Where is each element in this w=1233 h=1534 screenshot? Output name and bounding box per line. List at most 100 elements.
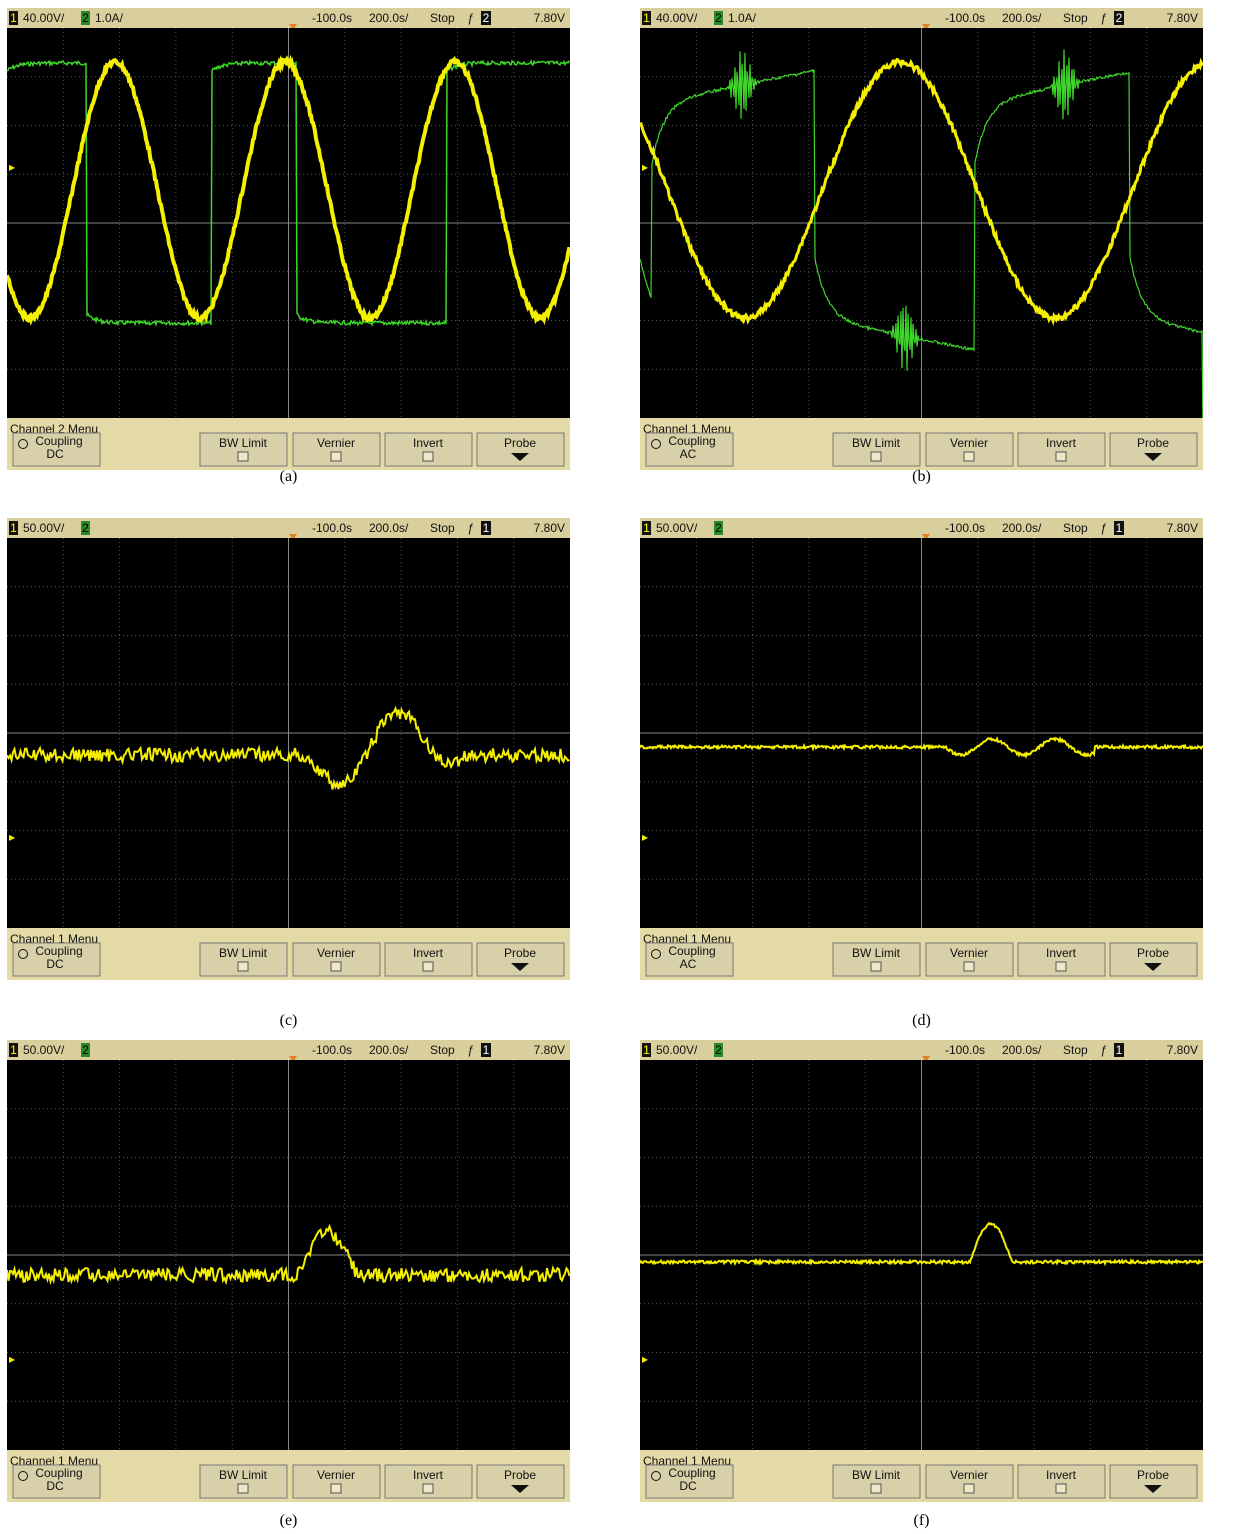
timebase: 200.0s/ [1002,521,1042,535]
softkey-label: Invert [1046,436,1077,450]
softkey-label: Invert [413,436,444,450]
ground-marker: ▸ [9,1352,15,1366]
ground-marker: ▸ [642,830,648,844]
trigger-level: 7.80V [1167,521,1198,535]
softkey-label: BW Limit [852,436,901,450]
softkey-label: Invert [1046,946,1077,960]
checkbox [423,452,433,461]
ch1-scale: 50.00V/ [656,521,698,535]
ground-marker: ▸ [642,1352,648,1366]
softkey-label: Coupling [668,944,715,958]
softkey-label: Vernier [950,946,988,960]
checkbox [1056,962,1066,971]
softkey-label: Vernier [317,1468,355,1482]
trigger-delay: -100.0s [312,1043,352,1057]
softkey-label: Probe [1137,436,1169,450]
softkey-label: Probe [1137,946,1169,960]
scope-screen: 150.00V/2-100.0s200.0s/Stopƒ17.80V▸Chann… [640,518,1203,980]
softkey-value: DC [46,1479,64,1493]
ch2-number: 2 [82,11,89,25]
timebase: 200.0s/ [1002,11,1042,25]
timebase: 200.0s/ [1002,1043,1042,1057]
ground-marker: ▸ [642,160,648,174]
scope-screenshot: 140.00V/21.0A/-100.0s200.0s/Stopƒ27.80V▸… [640,8,1203,470]
ch1-scale: 50.00V/ [23,521,65,535]
run-state: Stop [1063,521,1088,535]
trigger-level: 7.80V [534,1043,565,1057]
softkey-label: Vernier [950,1468,988,1482]
softkey-value: DC [46,957,64,971]
softkey-label: BW Limit [219,436,268,450]
softkey-label: Coupling [35,434,82,448]
scope-screenshot: 140.00V/21.0A/-100.0s200.0s/Stopƒ27.80V▸… [7,8,570,470]
softkey-label: BW Limit [852,1468,901,1482]
checkbox [238,452,248,461]
checkbox [423,962,433,971]
ch2-number: 2 [82,521,89,535]
trigger-level: 7.80V [1167,11,1198,25]
panel-caption: (f) [640,1512,1203,1530]
ch1-number: 1 [10,521,17,535]
checkbox [964,452,974,461]
trigger-slope: ƒ [1100,1043,1107,1057]
ch2-number: 2 [715,11,722,25]
trigger-channel: 2 [483,11,490,25]
ch2-number: 2 [715,521,722,535]
trigger-slope: ƒ [467,1043,474,1057]
run-state: Stop [430,11,455,25]
checkbox [1056,452,1066,461]
softkey-label: Invert [1046,1468,1077,1482]
trigger-channel: 1 [1116,1043,1123,1057]
softkey-label: Probe [504,946,536,960]
checkbox [871,962,881,971]
panel-caption: (d) [640,1012,1203,1030]
ch2-number: 2 [715,1043,722,1057]
ch1-scale: 50.00V/ [23,1043,65,1057]
trigger-slope: ƒ [1100,11,1107,25]
timebase: 200.0s/ [369,11,409,25]
trigger-level: 7.80V [1167,1043,1198,1057]
trigger-delay: -100.0s [945,521,985,535]
trigger-level: 7.80V [534,521,565,535]
checkbox [964,962,974,971]
trigger-channel: 1 [483,521,490,535]
trigger-delay: -100.0s [945,1043,985,1057]
timebase: 200.0s/ [369,521,409,535]
softkey-value: AC [680,447,697,461]
run-state: Stop [430,521,455,535]
checkbox [871,1484,881,1493]
ch1-number: 1 [643,521,650,535]
softkey-label: Vernier [317,436,355,450]
softkey-label: Invert [413,1468,444,1482]
panel-caption: (b) [640,468,1203,486]
ground-marker: ▸ [9,160,15,174]
softkey-value: AC [680,957,697,971]
panel-caption: (e) [7,1512,570,1530]
trigger-delay: -100.0s [945,11,985,25]
run-state: Stop [1063,11,1088,25]
softkey-label: Coupling [35,1466,82,1480]
ch2-number: 2 [82,1043,89,1057]
trigger-delay: -100.0s [312,521,352,535]
softkey-label: Invert [413,946,444,960]
softkey-label: Probe [504,1468,536,1482]
ch2-scale: 1.0A/ [728,11,757,25]
softkey-label: BW Limit [219,946,268,960]
checkbox [331,962,341,971]
checkbox [423,1484,433,1493]
scope-screen: 150.00V/2-100.0s200.0s/Stopƒ17.80V▸Chann… [7,518,570,980]
ch1-scale: 50.00V/ [656,1043,698,1057]
trigger-slope: ƒ [467,11,474,25]
ch1-number: 1 [10,1043,17,1057]
panel-caption: (c) [7,1012,570,1030]
softkey-label: Coupling [35,944,82,958]
timebase: 200.0s/ [369,1043,409,1057]
softkey-label: BW Limit [852,946,901,960]
run-state: Stop [430,1043,455,1057]
